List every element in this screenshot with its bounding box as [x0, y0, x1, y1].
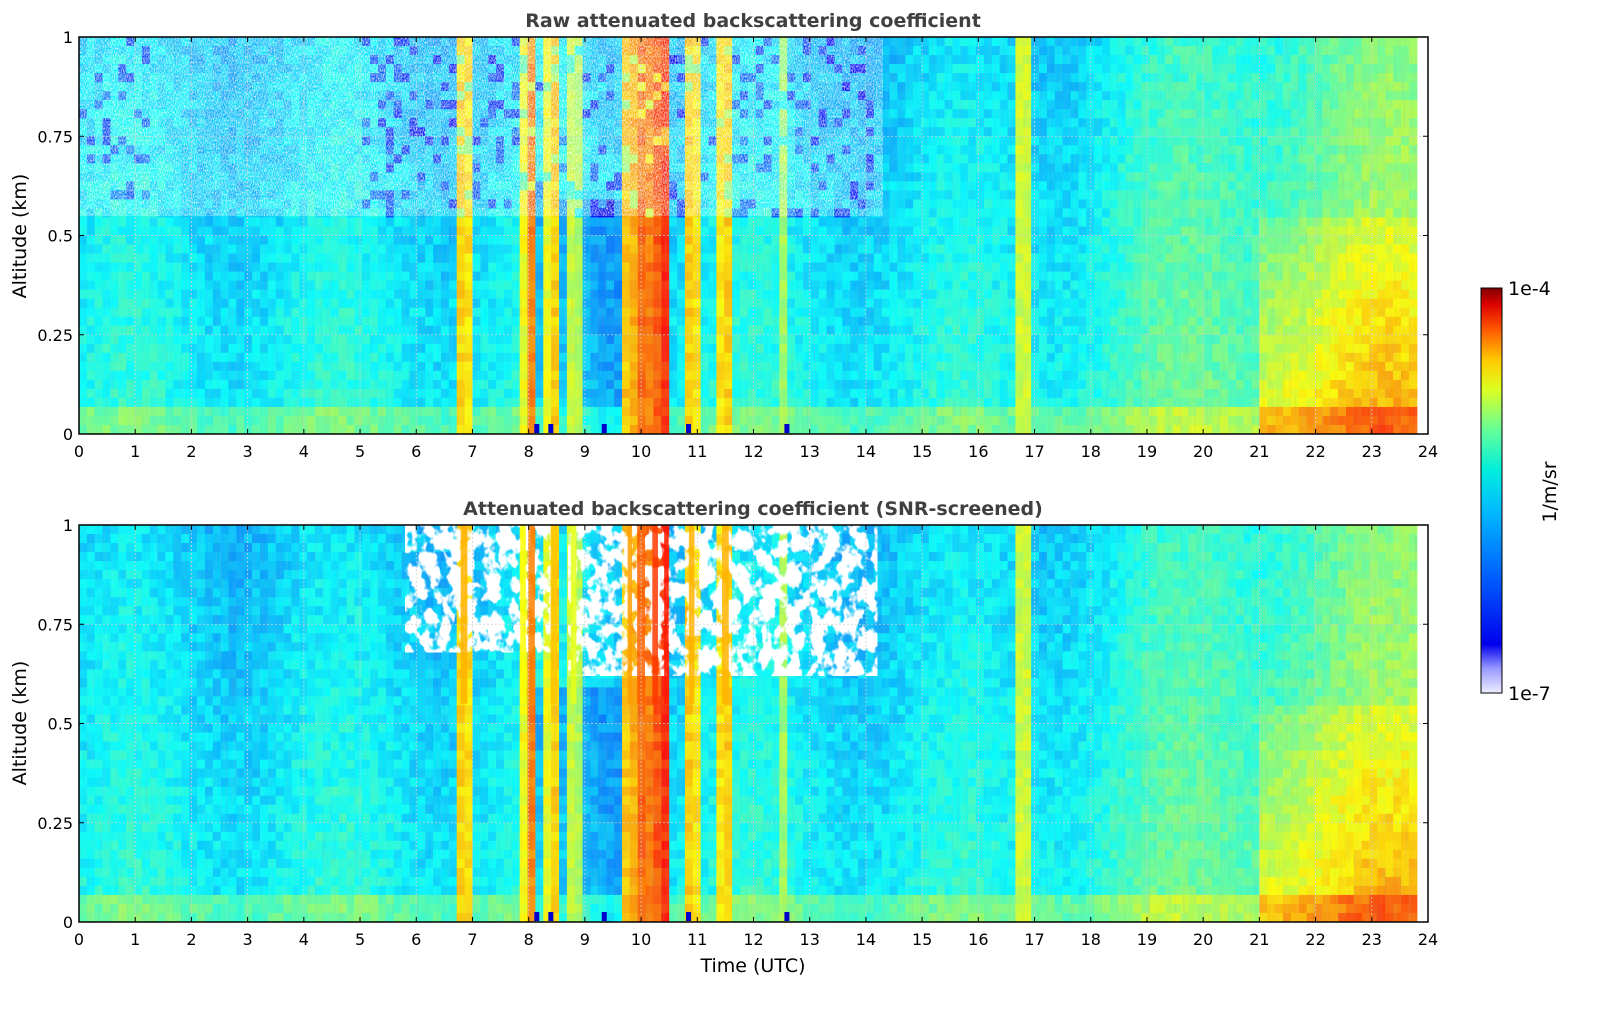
x-tick-label: 6: [411, 442, 421, 461]
x-tick-label: 9: [580, 930, 590, 949]
x-tick-label: 10: [631, 930, 651, 949]
heatmap-raw: [79, 37, 1428, 434]
x-tick-label: 4: [299, 442, 309, 461]
x-tick-label: 23: [1362, 930, 1382, 949]
x-axis-label: Time (UTC): [699, 955, 805, 977]
x-tick-label: 20: [1193, 442, 1213, 461]
y-tick-label: 0.25: [37, 814, 73, 833]
x-tick-label: 16: [968, 930, 988, 949]
x-tick-label: 0: [74, 930, 84, 949]
x-axis-ticks: 0 1 2 3 4 5 6 7 8 9 10 11 12 13 14 15 16 17 18 19 20 21 22 23 24: [74, 37, 1438, 461]
x-tick-label: 13: [800, 442, 820, 461]
x-tick-label: 21: [1249, 930, 1269, 949]
colorbar-gradient: [1480, 287, 1503, 694]
panel-title: Attenuated backscattering coefficient (S…: [463, 498, 1043, 520]
x-tick-label: 17: [1024, 930, 1044, 949]
panel-title: Raw attenuated backscattering coefficien…: [525, 10, 981, 32]
x-tick-label: 8: [524, 442, 534, 461]
grid-lines: [79, 37, 1428, 434]
grid-lines: [79, 525, 1428, 922]
x-tick-label: 14: [856, 930, 876, 949]
x-tick-label: 7: [467, 930, 477, 949]
y-tick-label: 0: [63, 913, 73, 932]
x-tick-label: 0: [74, 442, 84, 461]
y-axis-ticks: 0 0.25 0.5 0.75 1: [37, 28, 1428, 444]
x-tick-label: 11: [687, 930, 707, 949]
x-tick-label: 15: [912, 930, 932, 949]
y-axis-label: Altitude (km): [9, 661, 31, 786]
x-tick-label: 7: [467, 442, 477, 461]
x-tick-label: 3: [243, 442, 253, 461]
x-tick-label: 18: [1081, 442, 1101, 461]
x-tick-label: 24: [1418, 930, 1438, 949]
x-tick-label: 14: [856, 442, 876, 461]
x-tick-label: 12: [743, 442, 763, 461]
y-tick-label: 1: [63, 516, 73, 535]
x-tick-label: 16: [968, 442, 988, 461]
x-tick-label: 4: [299, 930, 309, 949]
colorbar-unit-label: 1/m/sr: [1539, 461, 1561, 522]
x-tick-label: 15: [912, 442, 932, 461]
x-tick-label: 6: [411, 930, 421, 949]
colorbar: 1e-4 1e-7 1/m/sr: [1480, 278, 1561, 705]
x-tick-label: 21: [1249, 442, 1269, 461]
x-tick-label: 8: [524, 930, 534, 949]
y-axis-ticks: 0 0.25 0.5 0.75 1: [37, 516, 1428, 932]
x-tick-label: 9: [580, 442, 590, 461]
x-tick-label: 22: [1305, 930, 1325, 949]
colorbar-max-label: 1e-4: [1508, 278, 1551, 300]
x-tick-label: 19: [1137, 442, 1157, 461]
panel-raw: Raw attenuated backscattering coefficien…: [9, 10, 1438, 461]
x-tick-label: 11: [687, 442, 707, 461]
x-tick-label: 19: [1137, 930, 1157, 949]
y-axis-label: Altitude (km): [9, 174, 31, 299]
x-tick-label: 22: [1305, 442, 1325, 461]
y-tick-label: 0.5: [48, 227, 73, 246]
x-tick-label: 17: [1024, 442, 1044, 461]
x-tick-label: 1: [130, 442, 140, 461]
y-tick-label: 1: [63, 28, 73, 47]
x-tick-label: 5: [355, 442, 365, 461]
x-tick-label: 1: [130, 930, 140, 949]
x-tick-label: 3: [243, 930, 253, 949]
x-tick-label: 10: [631, 442, 651, 461]
x-tick-label: 2: [186, 442, 196, 461]
x-tick-label: 5: [355, 930, 365, 949]
x-axis-ticks: 0 1 2 3 4 5 6 7 8 9 10 11 12 13 14 15 16 17 18 19 20 21 22 23 24: [74, 525, 1438, 949]
colorbar-min-label: 1e-7: [1508, 683, 1551, 705]
x-tick-label: 12: [743, 930, 763, 949]
y-tick-label: 0.75: [37, 615, 73, 634]
y-tick-label: 0: [63, 425, 73, 444]
x-tick-label: 23: [1362, 442, 1382, 461]
x-tick-label: 13: [800, 930, 820, 949]
x-tick-label: 2: [186, 930, 196, 949]
x-tick-label: 20: [1193, 930, 1213, 949]
x-tick-label: 24: [1418, 442, 1438, 461]
y-tick-label: 0.75: [37, 127, 73, 146]
panel-screened: Attenuated backscattering coefficient (S…: [9, 498, 1438, 977]
y-tick-label: 0.5: [48, 715, 73, 734]
y-tick-label: 0.25: [37, 326, 73, 345]
x-tick-label: 18: [1081, 930, 1101, 949]
